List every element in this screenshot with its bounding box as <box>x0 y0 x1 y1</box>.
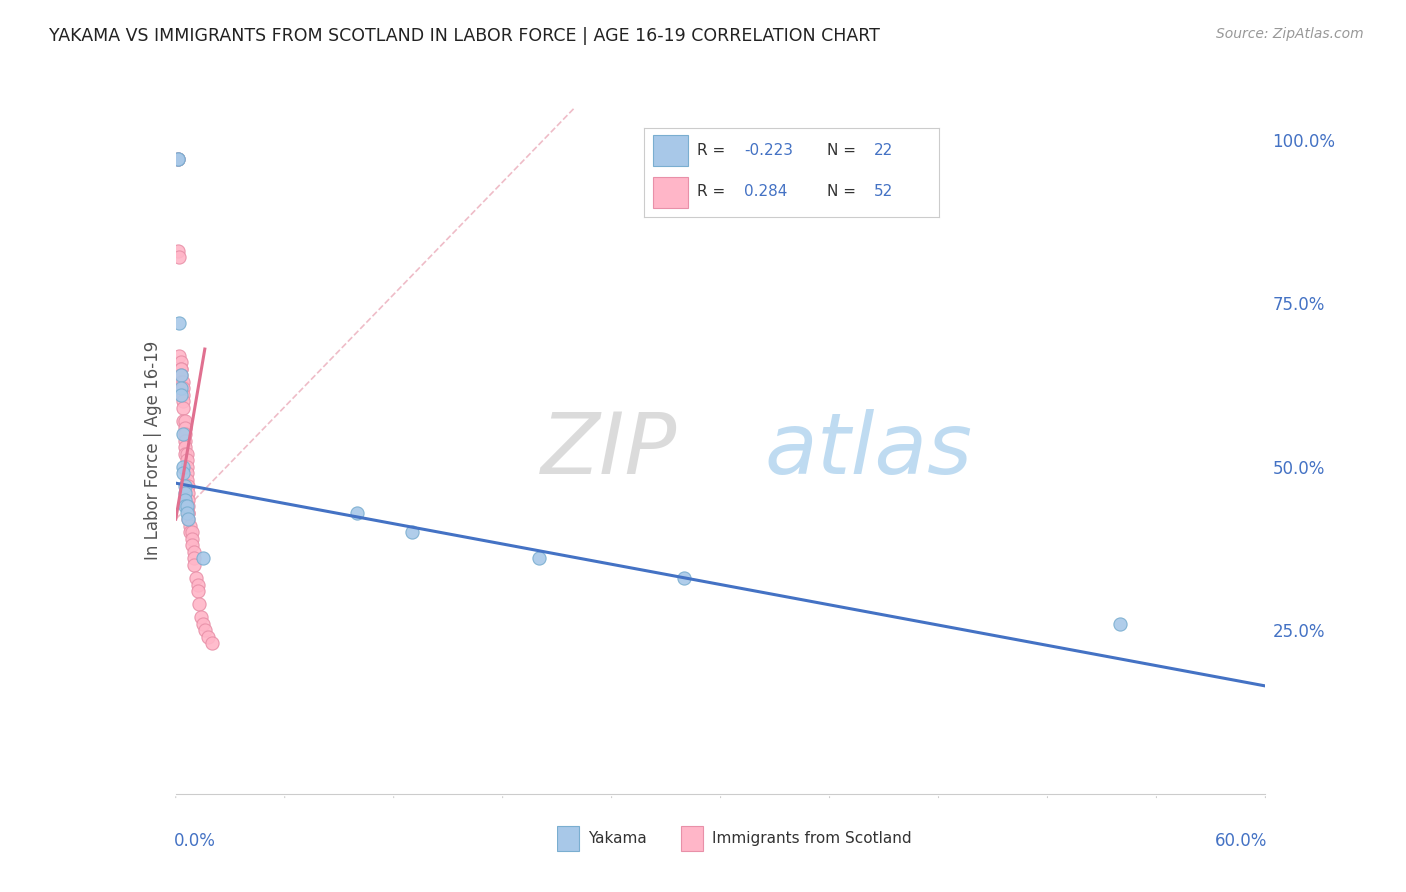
Point <box>170 375 193 389</box>
Point <box>170 368 193 383</box>
Point <box>194 624 217 638</box>
Point <box>170 381 193 395</box>
Point <box>177 506 200 520</box>
Text: YAKAMA VS IMMIGRANTS FROM SCOTLAND IN LABOR FORCE | AGE 16-19 CORRELATION CHART: YAKAMA VS IMMIGRANTS FROM SCOTLAND IN LA… <box>49 27 880 45</box>
Text: 52: 52 <box>873 184 893 199</box>
Text: 0.0%: 0.0% <box>173 831 215 850</box>
Point <box>191 616 214 631</box>
Point <box>191 551 214 566</box>
Point <box>176 473 198 487</box>
Point <box>173 447 195 461</box>
Point <box>186 577 209 591</box>
Point <box>177 512 200 526</box>
Text: Yakama: Yakama <box>588 831 647 846</box>
Point <box>173 414 195 428</box>
Text: Source: ZipAtlas.com: Source: ZipAtlas.com <box>1216 27 1364 41</box>
Point <box>172 467 194 481</box>
Point <box>176 479 198 493</box>
Point <box>173 486 195 500</box>
Point <box>173 492 195 507</box>
Text: Immigrants from Scotland: Immigrants from Scotland <box>711 831 911 846</box>
Point <box>172 394 194 409</box>
Point <box>166 153 188 167</box>
Text: 0.284: 0.284 <box>744 184 787 199</box>
Point <box>170 368 193 383</box>
Point <box>183 551 205 566</box>
Point <box>177 506 200 520</box>
Point <box>197 630 219 644</box>
Text: -0.223: -0.223 <box>744 143 793 158</box>
Point <box>176 459 198 474</box>
Point <box>177 492 200 507</box>
Point <box>170 388 193 402</box>
Point <box>169 349 191 363</box>
Text: atlas: atlas <box>765 409 972 492</box>
Point <box>170 361 193 376</box>
Point <box>166 244 188 258</box>
Point <box>190 610 212 624</box>
Point <box>166 153 188 167</box>
Point <box>173 440 195 454</box>
Point <box>177 486 200 500</box>
Text: ZIP: ZIP <box>541 409 678 492</box>
Point <box>181 538 204 552</box>
Text: N =: N = <box>827 143 860 158</box>
Point <box>1109 616 1132 631</box>
Point <box>172 375 194 389</box>
Point <box>170 361 193 376</box>
Point <box>172 459 194 474</box>
Point <box>201 636 224 650</box>
FancyBboxPatch shape <box>557 826 579 851</box>
Point <box>188 597 211 611</box>
Point <box>172 414 194 428</box>
Point <box>176 447 198 461</box>
Point <box>176 467 198 481</box>
Y-axis label: In Labor Force | Age 16-19: In Labor Force | Age 16-19 <box>143 341 162 560</box>
Point <box>183 545 205 559</box>
Point <box>169 316 191 330</box>
Point <box>527 551 550 566</box>
Point <box>673 571 696 585</box>
Point <box>183 558 205 572</box>
Point <box>177 512 200 526</box>
Point <box>173 479 195 493</box>
Text: N =: N = <box>827 184 860 199</box>
Point <box>172 401 194 415</box>
Point <box>401 525 423 540</box>
Point <box>176 499 198 513</box>
Point <box>170 355 193 369</box>
Point <box>166 153 188 167</box>
Text: 60.0%: 60.0% <box>1215 831 1268 850</box>
Point <box>179 518 201 533</box>
Point <box>181 532 204 546</box>
Point <box>184 571 207 585</box>
FancyBboxPatch shape <box>681 826 703 851</box>
Point <box>173 499 195 513</box>
Point <box>177 479 200 493</box>
FancyBboxPatch shape <box>654 177 689 208</box>
Point <box>173 420 195 434</box>
Point <box>172 388 194 402</box>
Point <box>169 251 191 265</box>
Point <box>181 525 204 540</box>
Point <box>177 499 200 513</box>
Text: 22: 22 <box>873 143 893 158</box>
Point <box>166 153 188 167</box>
Point <box>186 584 209 599</box>
Point <box>173 427 195 442</box>
Point <box>179 525 201 540</box>
Text: R =: R = <box>697 143 730 158</box>
Point <box>346 506 368 520</box>
Point <box>173 434 195 448</box>
Text: R =: R = <box>697 184 730 199</box>
Point <box>172 427 194 442</box>
Point <box>176 506 198 520</box>
Point <box>172 381 194 395</box>
Point <box>176 453 198 467</box>
FancyBboxPatch shape <box>654 135 689 166</box>
